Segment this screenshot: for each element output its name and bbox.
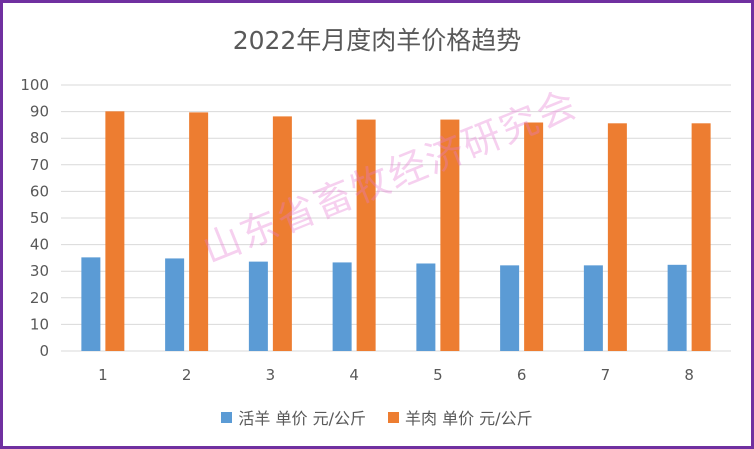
bar-live-sheep-4 xyxy=(332,262,352,351)
y-tick-label: 50 xyxy=(30,209,49,227)
chart-legend: 活羊 单价 元/公斤 羊肉 单价 元/公斤 xyxy=(3,405,751,429)
legend-item: 羊肉 单价 元/公斤 xyxy=(388,405,533,429)
y-tick-label: 30 xyxy=(30,262,49,280)
bar-mutton-1 xyxy=(105,111,125,351)
bar-chart: 0 10 20 30 40 50 60 70 80 90 100 1 2 3 4 5 6 7 8 xyxy=(20,76,731,384)
y-tick-label: 40 xyxy=(30,236,49,254)
legend-swatch xyxy=(388,411,399,423)
y-tick-label: 20 xyxy=(30,289,49,307)
bar-live-sheep-6 xyxy=(500,265,520,351)
bar-live-sheep-5 xyxy=(416,263,436,351)
y-tick-label: 70 xyxy=(30,156,49,174)
bar-live-sheep-3 xyxy=(248,261,268,351)
x-tick-label: 7 xyxy=(601,366,611,384)
x-tick-label: 2 xyxy=(182,366,192,384)
x-tick-label: 8 xyxy=(684,366,694,384)
bar-mutton-8 xyxy=(691,123,711,351)
x-tick-label: 4 xyxy=(349,366,359,384)
bar-mutton-7 xyxy=(607,123,627,351)
bar-mutton-6 xyxy=(524,122,544,351)
bar-mutton-2 xyxy=(189,112,209,351)
bar-live-sheep-1 xyxy=(81,257,101,351)
x-tick-label: 3 xyxy=(266,366,276,384)
chart-title: 2022年月度肉羊价格趋势 xyxy=(232,26,522,55)
legend-item: 活羊 单价 元/公斤 xyxy=(221,405,366,429)
y-tick-label: 0 xyxy=(39,342,49,360)
y-tick-label: 80 xyxy=(30,129,49,147)
bar-live-sheep-2 xyxy=(165,258,185,351)
bar-live-sheep-7 xyxy=(583,265,603,351)
y-tick-label: 60 xyxy=(30,182,49,200)
y-tick-label: 10 xyxy=(30,315,49,333)
bar-mutton-5 xyxy=(440,119,460,351)
x-tick-label: 5 xyxy=(433,366,443,384)
legend-label: 羊肉 单价 元/公斤 xyxy=(405,409,533,428)
bar-mutton-3 xyxy=(272,116,292,351)
x-tick-label: 1 xyxy=(98,366,108,384)
y-tick-label: 100 xyxy=(20,76,49,94)
y-tick-label: 90 xyxy=(30,103,49,121)
x-tick-label: 6 xyxy=(517,366,527,384)
legend-label: 活羊 单价 元/公斤 xyxy=(238,409,366,428)
bar-live-sheep-8 xyxy=(667,264,687,351)
legend-swatch xyxy=(221,411,233,423)
bar-mutton-4 xyxy=(356,119,376,351)
